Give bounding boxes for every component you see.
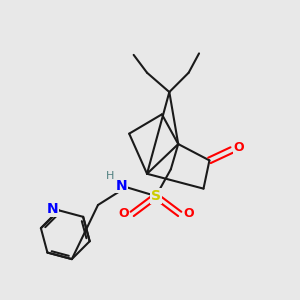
Text: N: N xyxy=(116,179,128,193)
Text: O: O xyxy=(234,140,244,154)
Text: O: O xyxy=(118,207,129,220)
Text: S: S xyxy=(151,189,161,203)
Text: N: N xyxy=(47,202,58,216)
Text: H: H xyxy=(106,171,114,181)
Text: O: O xyxy=(183,207,194,220)
